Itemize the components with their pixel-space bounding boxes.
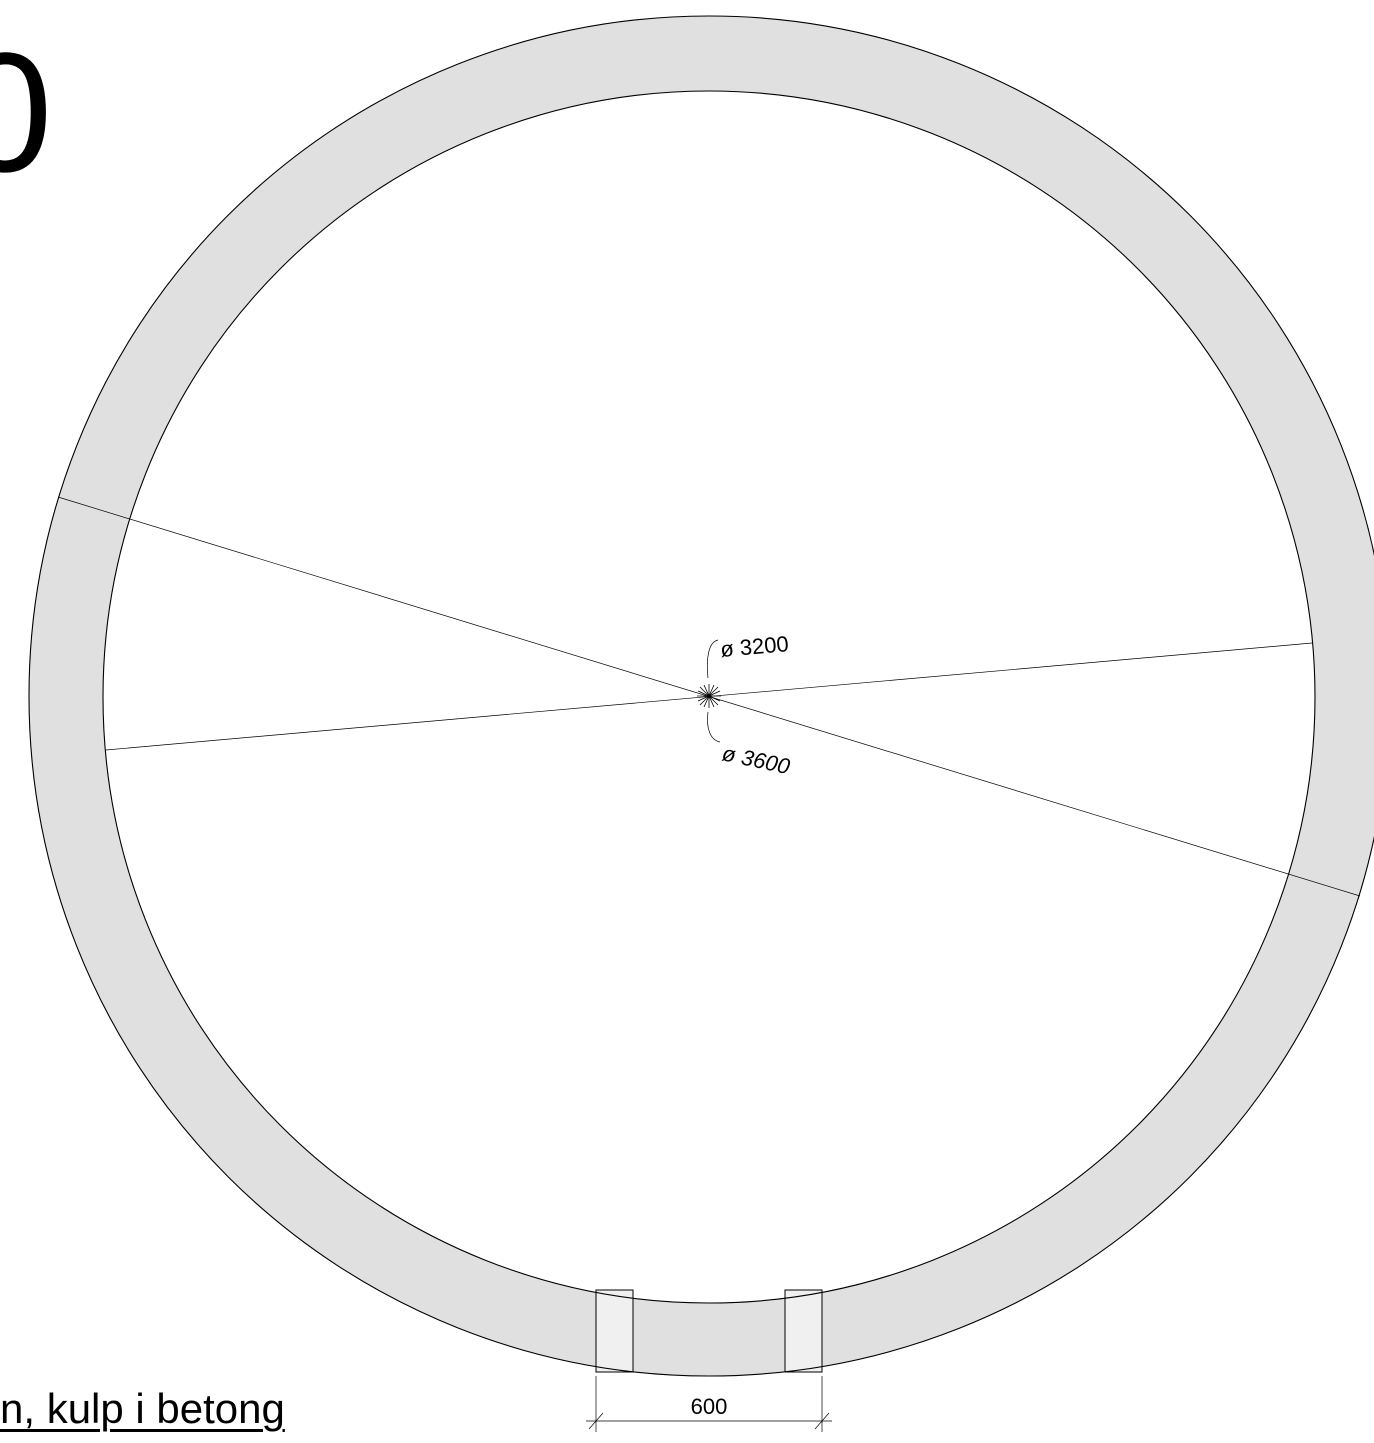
outer-circle-outline (28, 15, 1374, 1377)
inner-circle-outline (102, 90, 1316, 1304)
drawing-caption: n, kulp i betong (0, 1385, 285, 1432)
inner-diameter-label: ø 3200 (719, 631, 789, 662)
leader-inner-diameter (706, 639, 719, 679)
title-fragment: 0 (0, 18, 53, 208)
ring-opening (595, 1289, 823, 1373)
opening-width-label: 600 (691, 1394, 728, 1419)
center-marker (697, 684, 721, 708)
opening-dimension: 600 (586, 1376, 832, 1432)
outer-diameter-label: ø 3600 (720, 740, 793, 779)
leader-outer-diameter (707, 711, 721, 743)
